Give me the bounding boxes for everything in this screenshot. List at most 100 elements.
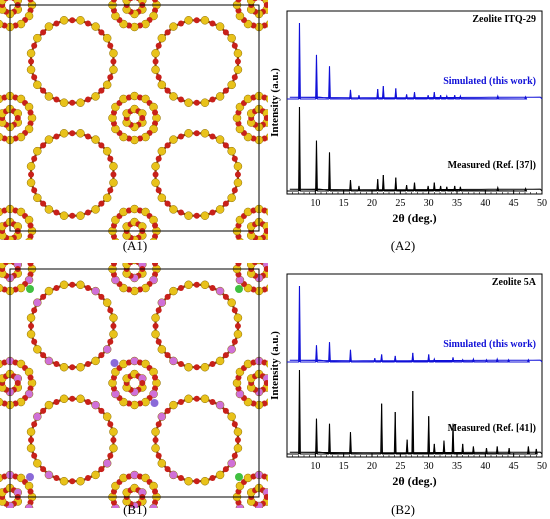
atom-t: [184, 16, 193, 25]
atom-t: [169, 286, 178, 296]
atom-t: [33, 33, 42, 43]
x-tick-label: 40: [480, 198, 490, 209]
atom-o: [152, 0, 158, 3]
atom-t: [227, 80, 236, 90]
atom-o: [234, 323, 241, 329]
atom-t: [227, 146, 236, 156]
atom-t: [215, 470, 225, 480]
atom-o: [27, 263, 34, 267]
atom-t: [233, 313, 243, 323]
atom-t: [215, 205, 225, 214]
atom-o: [209, 398, 216, 405]
atom-t: [33, 459, 42, 468]
atom-t: [235, 275, 245, 285]
atom-t: [119, 207, 128, 217]
atom-t: [91, 470, 100, 480]
atom-o: [107, 421, 114, 428]
atom-t: [33, 345, 42, 354]
atom-o: [40, 407, 47, 414]
x-tick-label: 45: [509, 198, 519, 209]
atom-t: [44, 286, 54, 296]
atom-o: [3, 263, 10, 266]
atom-o: [222, 352, 229, 359]
atom-t: [152, 378, 161, 388]
atom-o: [209, 361, 216, 368]
y-axis-label: Intensity (a.u.): [269, 68, 281, 137]
legend-simulated: Simulated (this work): [443, 76, 536, 87]
atom-t: [33, 412, 42, 421]
atom-t: [130, 91, 139, 101]
atom-o: [139, 380, 146, 386]
atom-o: [53, 20, 60, 27]
atom-o: [40, 29, 47, 36]
atom-t: [265, 360, 268, 368]
atom-t: [44, 135, 54, 144]
atom-o: [155, 338, 162, 345]
atom-o: [209, 96, 216, 103]
atom-t: [200, 394, 210, 404]
atom-o: [222, 29, 229, 36]
cation-ca: [26, 285, 34, 293]
atom-t: [141, 132, 150, 142]
atom-t: [109, 49, 118, 58]
atom-o: [110, 323, 117, 329]
atom-o: [85, 209, 92, 216]
atom-t: [149, 237, 158, 240]
atom-o: [263, 266, 268, 272]
atom-t: [232, 113, 242, 123]
plot-frame: [286, 273, 543, 458]
atom-o: [27, 0, 34, 3]
atom-t: [233, 427, 243, 437]
atom-t: [91, 135, 100, 144]
atom-o: [155, 74, 162, 81]
atom-o: [193, 130, 200, 137]
atom-t: [102, 412, 112, 421]
atom-t: [152, 113, 161, 123]
atom-o: [110, 437, 117, 443]
atom-t: [130, 204, 139, 214]
atom-t: [59, 476, 69, 486]
atom-o: [152, 171, 159, 178]
atom-o: [69, 364, 76, 371]
atom-o: [31, 307, 38, 314]
atom-t: [26, 329, 36, 339]
atom-t: [200, 16, 210, 25]
cation-na: [110, 359, 119, 367]
atom-t: [26, 65, 36, 74]
series-measured-line: [287, 106, 543, 192]
atom-t: [59, 16, 69, 25]
atom-o: [110, 58, 117, 65]
atom-t: [200, 280, 210, 290]
atom-t: [157, 80, 167, 90]
chart-title: Zeolite 5A: [492, 277, 537, 288]
atom-t: [184, 280, 193, 290]
atom-t: [102, 298, 112, 307]
atom-o: [85, 133, 92, 140]
atom-t: [169, 470, 178, 480]
atom-o: [152, 109, 159, 116]
atom-t: [91, 286, 100, 296]
atom-o: [164, 407, 171, 414]
atom-t: [184, 476, 193, 486]
atom-t: [184, 129, 193, 138]
atom-t: [109, 65, 118, 74]
structure-frame: [9, 268, 260, 498]
cation-na: [26, 473, 34, 481]
atom-t: [243, 94, 253, 104]
atom-o: [231, 307, 238, 314]
atom-o: [69, 395, 76, 402]
atom-o: [155, 421, 162, 428]
legend-measured: Measured (Ref. [37]): [448, 160, 536, 171]
atom-o: [31, 338, 38, 345]
atom-t: [169, 92, 178, 101]
atom-t: [151, 178, 160, 187]
atom-t: [233, 329, 243, 339]
atom-t: [200, 129, 210, 138]
xrd-chart-itq29: Zeolite ITQ-29 Simulated (this work) Measu…: [269, 10, 547, 225]
atom-t: [130, 22, 139, 32]
atom-o: [31, 74, 38, 81]
atom-t: [149, 367, 158, 377]
atom-t: [130, 356, 139, 366]
atom-t: [119, 359, 128, 369]
atom-o: [31, 155, 38, 162]
